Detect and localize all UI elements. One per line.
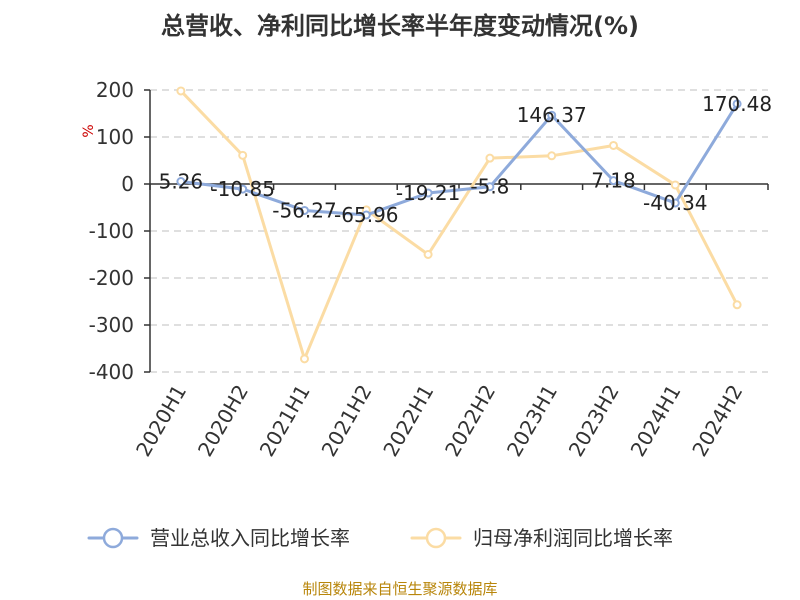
y-tick-label: 0 [121,172,134,196]
x-tick-label: 2021H1 [255,381,315,461]
x-tick-label: 2024H1 [626,381,686,461]
y-tick-label: 100 [96,125,134,149]
grid-lines [150,89,768,373]
revenue-data-label: -10.85 [210,177,274,201]
revenue-data-label: 7.18 [591,169,636,193]
data-labels: 5.26 -10.85-56.27-65.96-19.21 -5.8 146.37 7.… [159,92,772,227]
revenue-data-label: -19.21 [396,181,460,205]
x-tick-label: 2023H2 [564,381,624,461]
revenue-data-point[interactable] [423,188,433,198]
revenue-data-point[interactable] [547,110,557,120]
series-lines [176,86,742,364]
profit-data-point[interactable] [547,151,557,161]
x-tick-label: 2021H2 [317,381,377,461]
revenue-growth-line [179,102,739,217]
legend-revenue-marker-icon [102,527,124,549]
legend-revenue-label: 营业总收入同比增长率 [150,526,350,550]
y-tick-label: -200 [89,266,134,290]
y-tick-label: -400 [89,360,134,384]
profit-data-point[interactable] [176,86,186,96]
y-axis-unit: % [81,124,97,137]
revenue-data-label: -56.27 [272,198,336,222]
revenue-data-point[interactable] [300,205,309,215]
revenue-data-label: 170.48 [702,92,772,116]
profit-data-point[interactable] [423,250,433,259]
revenue-data-point[interactable] [670,198,680,208]
y-tick-labels: 200 100 0 -100 -200 -300 -400 [89,78,134,384]
y-tick-label: -100 [89,219,134,243]
revenue-data-label: -65.96 [334,203,398,227]
revenue-data-point[interactable] [176,177,186,187]
legend-item-revenue[interactable]: 营业总收入同比增长率 [87,526,350,550]
chart-title: 总营收、净利同比增长率半年度变动情况(%) [161,12,639,40]
x-tick-label: 2020H1 [131,381,191,461]
axes [144,89,769,373]
x-tick-label: 2022H2 [440,381,500,461]
legend-profit-marker-icon [425,527,447,549]
revenue-data-point[interactable] [609,176,618,186]
x-tick-label: 2020H2 [193,381,253,461]
y-tick-label: -300 [89,313,134,337]
revenue-data-label: 146.37 [517,103,587,127]
revenue-data-label: -5.8 [470,175,509,199]
source-note: 制图数据来自恒生聚源数据库 [302,580,497,598]
revenue-data-label: -40.34 [643,191,707,215]
y-tick-label: 200 [96,78,134,102]
revenue-data-point[interactable] [238,184,248,194]
revenue-data-point[interactable] [361,210,371,220]
legend-profit-label: 归母净利润同比增长率 [473,526,673,550]
x-tick-labels: 2020H1 2020H2 2021H1 2021H2 2022H1 2022H2 2023… [131,380,747,460]
revenue-data-label: 5.26 [159,170,204,194]
x-tick-label: 2024H2 [687,381,747,461]
x-tick-label: 2023H1 [502,381,562,461]
profit-data-point[interactable] [238,150,248,160]
profit-data-point[interactable] [670,180,680,190]
revenue-data-point[interactable] [485,182,495,192]
legend-item-profit[interactable]: 归母净利润同比增长率 [410,526,673,550]
profit-growth-line [179,89,739,361]
profit-data-point[interactable] [300,354,309,364]
profit-data-point[interactable] [732,300,742,310]
revenue-data-point[interactable] [732,99,742,109]
x-tick-label: 2022H1 [378,380,438,460]
legend[interactable]: 营业总收入同比增长率 归母净利润同比增长率 [87,526,673,550]
profit-data-point[interactable] [485,153,495,163]
profit-data-point[interactable] [609,140,618,150]
